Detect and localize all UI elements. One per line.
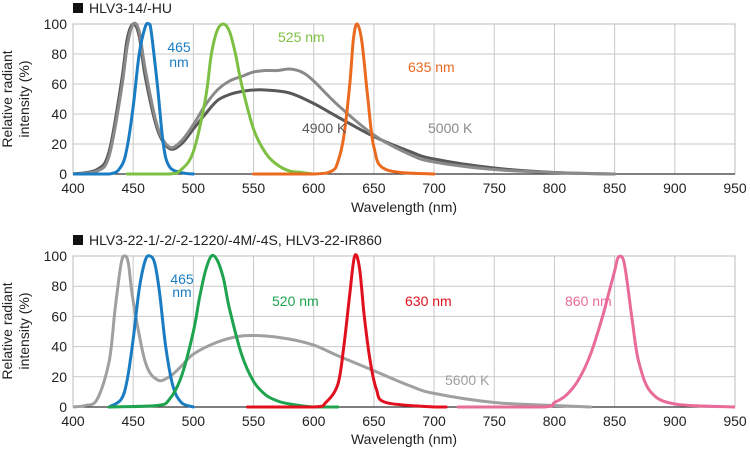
x-tick-label: 600: [302, 180, 326, 196]
chart-title: HLV3-14/-HU: [89, 0, 172, 16]
series-line-465-nm: [107, 254, 195, 409]
series-line-860-nm: [456, 254, 735, 409]
x-tick-label: 650: [362, 180, 386, 196]
y-tick-label: 60: [51, 308, 67, 324]
title-square-icon: [73, 235, 83, 245]
x-tick-label: 500: [182, 413, 206, 429]
x-tick-label: 550: [242, 413, 266, 429]
series-line-635-nm: [252, 22, 436, 176]
x-tick-label: 400: [61, 413, 85, 429]
x-tick-label: 750: [483, 180, 507, 196]
x-tick-label: 400: [61, 180, 85, 196]
series-label: 630 nm: [405, 293, 452, 309]
series-label: 465: [167, 39, 191, 55]
y-tick-label: 100: [44, 16, 68, 32]
series-label: 465: [170, 271, 194, 287]
title-square-icon: [73, 3, 83, 13]
series-label: 5000 K: [428, 120, 473, 136]
x-tick-label: 500: [182, 180, 206, 196]
y-tick-label: 0: [59, 166, 67, 182]
x-tick-label: 650: [362, 413, 386, 429]
x-axis-label: Wavelength (nm): [351, 199, 457, 215]
y-tick-label: 60: [51, 76, 67, 92]
y-tick-label: 20: [51, 369, 67, 385]
y-axis-label: intensity (%): [16, 292, 32, 369]
y-tick-label: 0: [59, 399, 67, 415]
x-tick-label: 800: [543, 413, 567, 429]
x-tick-label: 750: [483, 413, 507, 429]
y-tick-label: 20: [51, 136, 67, 152]
series-line-520-nm: [107, 253, 340, 409]
x-tick-label: 850: [603, 413, 627, 429]
x-tick-label: 700: [422, 413, 446, 429]
x-tick-label: 950: [723, 180, 747, 196]
y-tick-label: 100: [44, 248, 68, 264]
chart-title: HLV3-22-1/-2/-2-1220/-4M/-4S, HLV3-22-IR…: [89, 232, 382, 248]
x-tick-label: 900: [663, 180, 687, 196]
y-axis-label: Relative radiant: [0, 50, 15, 147]
series-line-465-nm: [73, 21, 195, 176]
x-tick-label: 850: [603, 180, 627, 196]
series-label: nm: [169, 54, 188, 70]
series-line-630-nm: [246, 253, 448, 409]
x-tick-label: 450: [122, 413, 146, 429]
x-tick-label: 900: [663, 413, 687, 429]
series-label: 520 nm: [272, 293, 319, 309]
y-tick-label: 80: [51, 278, 67, 294]
x-tick-label: 950: [723, 413, 747, 429]
chart-bottom: HLV3-22-1/-2/-2-1220/-4M/-4S, HLV3-22-IR…: [0, 232, 747, 447]
x-tick-label: 450: [122, 180, 146, 196]
x-axis-label: Wavelength (nm): [351, 431, 457, 447]
y-tick-label: 80: [51, 46, 67, 62]
series-label: 4900 K: [302, 120, 347, 136]
series-label: 635 nm: [408, 59, 455, 75]
series-label: 860 nm: [565, 293, 612, 309]
x-tick-label: 550: [242, 180, 266, 196]
series-line-5000-k: [73, 21, 617, 176]
series-line-525-nm: [125, 22, 316, 176]
series-line-5600-k: [73, 254, 593, 409]
x-tick-label: 700: [422, 180, 446, 196]
y-tick-label: 40: [51, 106, 67, 122]
series-label: 525 nm: [278, 29, 325, 45]
series-group: [73, 253, 735, 409]
y-axis-label: Relative radiant: [0, 282, 15, 379]
x-tick-label: 800: [543, 180, 567, 196]
series-label: nm: [172, 284, 191, 300]
y-axis-label: intensity (%): [16, 60, 32, 137]
x-tick-label: 600: [302, 413, 326, 429]
y-tick-label: 40: [51, 339, 67, 355]
series-label: 5600 K: [445, 372, 490, 388]
series-group: [73, 21, 617, 176]
